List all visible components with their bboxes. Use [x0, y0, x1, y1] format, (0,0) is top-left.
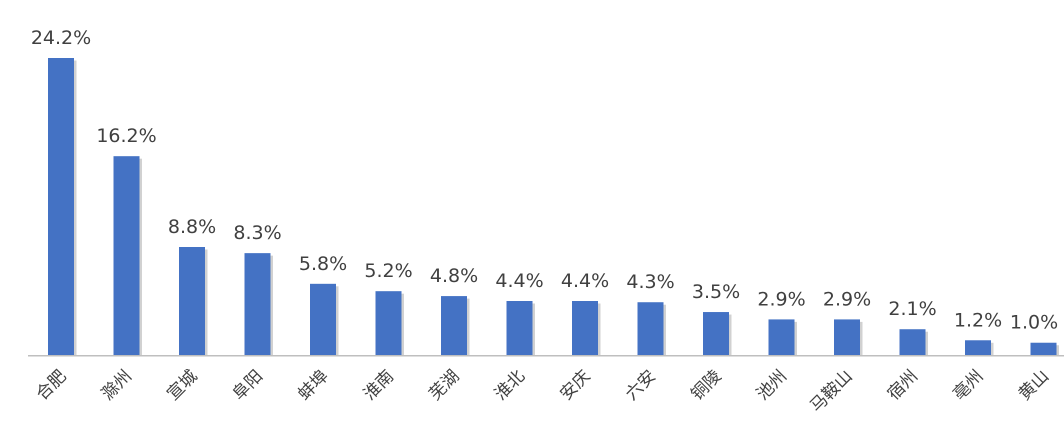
bar-滁州: [113, 156, 140, 355]
value-label: 2.1%: [888, 298, 936, 320]
category-label: 马鞍山: [806, 366, 856, 416]
category-label: 池州: [753, 366, 791, 404]
category-label: 黄山: [1015, 366, 1053, 404]
category-labels: 合肥 滁州 宣城 阜阳 蚌埠 淮南 芜湖 淮北 安庆 六安 铜陵 池州 马鞍山 宿州 亳州 黄山: [32, 366, 1053, 416]
value-label: 16.2%: [96, 125, 156, 147]
bars: [48, 58, 1057, 355]
category-label: 宿州: [884, 366, 922, 404]
category-label: 六安: [622, 366, 660, 404]
category-label: 淮北: [491, 366, 529, 404]
value-label: 1.0%: [1010, 312, 1058, 334]
category-label: 合肥: [32, 366, 70, 404]
value-label: 3.5%: [692, 281, 740, 303]
value-label: 4.4%: [495, 270, 543, 292]
value-label: 4.4%: [561, 270, 609, 292]
bar-阜阳: [244, 253, 271, 355]
bar-蚌埠: [310, 283, 336, 355]
bar-芜湖: [441, 296, 467, 355]
bar-铜陵: [703, 312, 729, 355]
bar-安庆: [572, 301, 598, 355]
bar-马鞍山: [834, 319, 860, 355]
value-label: 8.8%: [168, 216, 216, 238]
category-label: 安庆: [556, 366, 594, 404]
value-labels: 24.2% 16.2% 8.8% 8.3% 5.8% 5.2% 4.8% 4.4% 4.4% 4.…: [31, 27, 1058, 334]
category-label: 宣城: [163, 366, 201, 404]
category-label: 淮南: [360, 366, 398, 404]
value-label: 24.2%: [31, 27, 91, 49]
bar-合肥: [48, 58, 74, 355]
category-label: 铜陵: [687, 366, 725, 404]
bar-亳州: [965, 340, 991, 355]
category-label: 滁州: [98, 366, 136, 404]
category-label: 亳州: [949, 366, 987, 404]
category-label: 蚌埠: [294, 366, 332, 404]
value-label: 4.8%: [430, 265, 478, 287]
value-label: 2.9%: [757, 288, 805, 310]
value-label: 2.9%: [823, 288, 871, 310]
value-label: 4.3%: [626, 271, 674, 293]
bar-池州: [768, 319, 795, 355]
bar-六安: [637, 302, 664, 355]
bar-宿州: [899, 329, 926, 355]
category-label: 芜湖: [425, 366, 463, 404]
category-label: 阜阳: [229, 366, 267, 404]
bar-淮北: [506, 301, 533, 355]
bar-淮南: [375, 291, 402, 355]
value-label: 5.8%: [299, 253, 347, 275]
value-label: 5.2%: [364, 260, 412, 282]
value-label: 8.3%: [233, 222, 281, 244]
bar-宣城: [179, 247, 205, 355]
value-label: 1.2%: [954, 309, 1002, 331]
bar-黄山: [1030, 342, 1057, 355]
